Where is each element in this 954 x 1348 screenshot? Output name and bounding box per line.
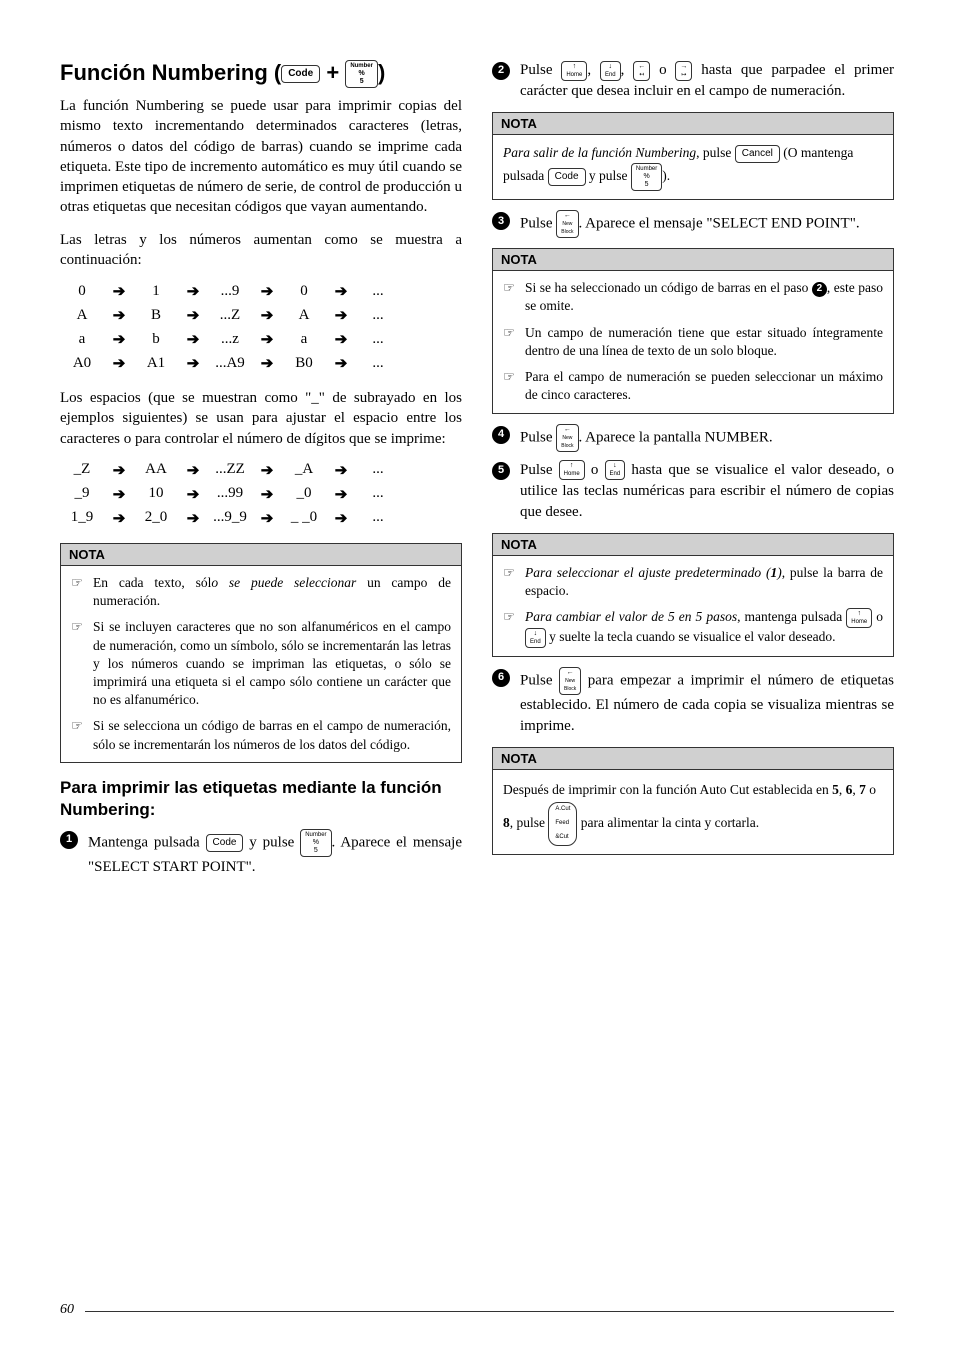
key-end: ↓End xyxy=(605,460,626,480)
key-number-inline: Number%5 xyxy=(300,829,331,857)
title-prefix: Función Numbering ( xyxy=(60,60,281,85)
nota-box-2: NOTA Para salir de la función Numbering,… xyxy=(492,112,894,200)
key-number: Number%5 xyxy=(345,60,378,88)
nota-header: NOTA xyxy=(493,113,893,135)
key-end: ↓End xyxy=(600,61,621,81)
pointer-icon: ☞ xyxy=(503,368,525,404)
key-code: Code xyxy=(281,65,320,83)
key-code-inline: Code xyxy=(206,834,244,852)
pointer-icon: ☞ xyxy=(503,564,525,600)
nota-box-1: NOTA ☞En cada texto, sólo se puede selec… xyxy=(60,543,462,763)
key-newblock: ←New Block xyxy=(556,424,578,452)
step-5: 5 Pulse ↑Home o ↓End hasta que se visual… xyxy=(492,460,894,523)
step-num-2: 2 xyxy=(492,62,510,80)
page-number: 60 xyxy=(60,1302,74,1318)
intro-para-3: Los espacios (que se muestran como "_" d… xyxy=(60,388,462,449)
nota-header: NOTA xyxy=(61,544,461,566)
key-newblock: ←New Block xyxy=(556,210,578,238)
key-home: ↑Home xyxy=(559,460,585,480)
title-suffix: ) xyxy=(378,60,385,85)
sequence-table-2: _Z➔AA➔...ZZ➔_A➔..._9➔10➔...99➔_0➔...1_9➔… xyxy=(60,461,462,527)
page-number-rule xyxy=(85,1311,894,1312)
nota-box-4: NOTA ☞Para seleccionar el ajuste predete… xyxy=(492,533,894,657)
nota-box-5: NOTA Después de imprimir con la función … xyxy=(492,747,894,855)
nota-box-3: NOTA ☞Si se ha seleccionado un código de… xyxy=(492,248,894,413)
nota-header: NOTA xyxy=(493,748,893,770)
subheading: Para imprimir las etiquetas mediante la … xyxy=(60,777,462,821)
pointer-icon: ☞ xyxy=(503,324,525,360)
step-4: 4 Pulse ←New Block. Aparece la pantalla … xyxy=(492,424,894,452)
step-2: 2 Pulse ↑Home, ↓End, ←↤ o →↦ hasta que p… xyxy=(492,60,894,102)
key-end: ↓End xyxy=(525,628,546,648)
key-number-inline: Number%5 xyxy=(631,163,662,191)
intro-para-1: La función Numbering se puede usar para … xyxy=(60,96,462,218)
step-3: 3 Pulse ←New Block. Aparece el mensaje "… xyxy=(492,210,894,238)
key-home: ↑Home xyxy=(846,608,872,628)
pointer-icon: ☞ xyxy=(503,279,525,315)
key-home: ↑Home xyxy=(561,61,587,81)
key-left: ←↤ xyxy=(633,61,650,81)
step-num-1: 1 xyxy=(60,831,78,849)
intro-para-2: Las letras y los números aumentan como s… xyxy=(60,230,462,271)
nota-header: NOTA xyxy=(493,534,893,556)
page-title: Función Numbering (Code + Number%5) xyxy=(60,60,462,88)
step-num-5: 5 xyxy=(492,462,510,480)
plus: + xyxy=(326,60,339,85)
key-right: →↦ xyxy=(675,61,692,81)
step-num-4: 4 xyxy=(492,426,510,444)
step-1: 1 Mantenga pulsada Code y pulse Number%5… xyxy=(60,829,462,878)
pointer-icon: ☞ xyxy=(503,608,525,648)
step-num-3: 3 xyxy=(492,212,510,230)
key-code-inline: Code xyxy=(548,168,586,186)
step-6: 6 Pulse ←New Block para empezar a imprim… xyxy=(492,667,894,737)
step-ref-2: 2 xyxy=(812,282,827,297)
key-cancel: Cancel xyxy=(735,145,780,163)
sequence-table-1: 0➔1➔...9➔0➔...A➔B➔...Z➔A➔...a➔b➔...z➔a➔.… xyxy=(60,282,462,372)
key-feed: A.CutFeed &Cut xyxy=(548,802,577,846)
nota-header: NOTA xyxy=(493,249,893,271)
key-newblock: ←New Block xyxy=(559,667,581,695)
step-num-6: 6 xyxy=(492,669,510,687)
